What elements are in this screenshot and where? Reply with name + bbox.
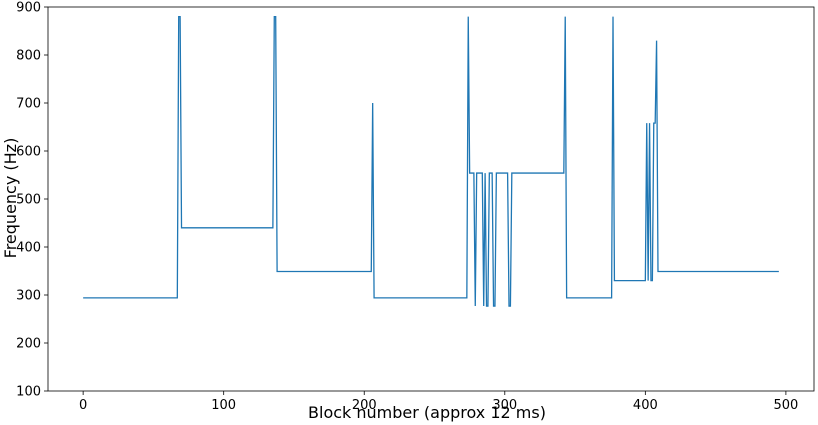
x-axis-label: Block number (approx 12 ms)	[308, 403, 546, 422]
y-tick-label: 400	[16, 241, 41, 256]
y-tick-label: 900	[16, 1, 41, 16]
x-tick-label: 0	[79, 398, 87, 413]
y-tick-label: 800	[16, 49, 41, 64]
y-axis-label: Frequency (Hz)	[1, 138, 20, 259]
y-tick-label: 600	[16, 145, 41, 160]
x-tick-label: 200	[352, 398, 377, 413]
x-tick-label: 500	[773, 398, 798, 413]
series-line-0	[83, 15, 779, 307]
plot-area	[47, 6, 815, 392]
x-axis-ticks: 0 100 200 300 400 500	[79, 391, 798, 413]
x-tick-label: 100	[211, 398, 236, 413]
y-tick-label: 300	[16, 289, 41, 304]
y-tick-label: 500	[16, 193, 41, 208]
plot-frame	[47, 6, 815, 392]
y-axis-ticks: 100 200 300 400 500 600 700 800 900	[16, 1, 48, 400]
x-tick-label: 400	[633, 398, 658, 413]
y-tick-label: 700	[16, 97, 41, 112]
x-tick-label: 300	[492, 398, 517, 413]
y-tick-label: 100	[16, 385, 41, 400]
y-tick-label: 200	[16, 337, 41, 352]
